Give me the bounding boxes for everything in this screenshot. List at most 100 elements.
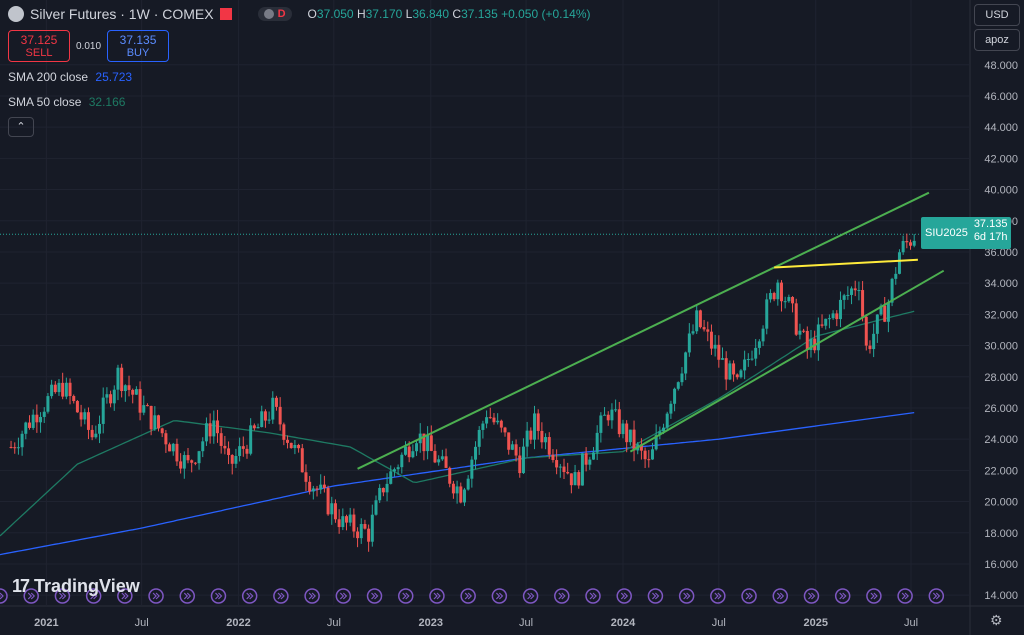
price-tick-label: 32.000 (984, 309, 1018, 321)
candle-body (367, 528, 371, 542)
buy-button[interactable]: 37.135 BUY (107, 30, 170, 62)
candle-body (735, 374, 739, 378)
mode-letter: D (277, 8, 286, 20)
candle-body (872, 333, 876, 350)
candle-body (241, 446, 245, 449)
candle-body (805, 330, 809, 350)
candle-body (160, 428, 164, 434)
candle-body (702, 327, 706, 330)
candle-body (724, 358, 728, 380)
candle-body (551, 454, 555, 461)
symbol-title[interactable]: Silver Futures · 1W · COMEX (30, 6, 214, 22)
candle-body (186, 455, 190, 461)
flag-icon[interactable] (219, 8, 232, 20)
candle-body (168, 444, 172, 452)
candle-body (842, 295, 846, 300)
high-label: H (356, 7, 366, 21)
event-marker-arrow (371, 592, 379, 600)
sma200-label: SMA 200 close (8, 70, 89, 84)
open-label: O (307, 7, 317, 21)
currency-selector[interactable]: USD (974, 4, 1020, 26)
candle-body (533, 413, 537, 440)
candle-body (809, 338, 813, 350)
candle-body (470, 459, 474, 479)
candle-body (182, 455, 186, 469)
candle-body (684, 352, 688, 374)
event-marker-icon (834, 588, 851, 604)
event-marker-arrow (277, 592, 285, 600)
sma50-legend[interactable]: SMA 50 close 32.166 (8, 95, 125, 109)
candle-body (606, 414, 610, 421)
close-label: C (452, 7, 462, 21)
sell-button[interactable]: 37.125 SELL (8, 30, 70, 62)
candle-body (429, 435, 433, 451)
event-marker-arrow (932, 592, 941, 600)
candle-body (175, 443, 179, 462)
candle-body (492, 417, 496, 423)
event-marker-icon (179, 588, 196, 604)
candle-body (562, 466, 566, 473)
market-closed-dot-icon (263, 9, 274, 19)
event-marker-icon (273, 588, 289, 604)
candle-body (411, 451, 415, 458)
sma50-value: 32.166 (88, 95, 126, 109)
candle-body (791, 297, 795, 304)
candle-body (345, 516, 349, 523)
event-marker-icon (585, 588, 601, 604)
price-tick-label: 28.000 (984, 372, 1018, 384)
candle-body (455, 486, 459, 494)
resistance-line (774, 258, 918, 269)
candle-body (304, 472, 308, 482)
candle-body (131, 389, 135, 395)
candle-body (190, 460, 194, 463)
time-tick-label: 2023 (419, 617, 443, 629)
collapse-legend-button[interactable]: ⌃ (8, 117, 34, 137)
event-marker-arrow (246, 592, 254, 600)
candle-body (267, 419, 271, 421)
event-marker-arrow (90, 592, 98, 600)
event-marker-icon (0, 588, 8, 604)
candle-body (595, 432, 599, 453)
scale-mode-selector[interactable]: apoz (974, 29, 1020, 51)
market-status-pill[interactable]: D (257, 7, 292, 21)
event-marker-arrow (402, 592, 410, 600)
candle-body (890, 278, 894, 303)
event-marker-icon (866, 588, 882, 604)
candle-body (676, 382, 680, 389)
candle-body (286, 439, 290, 443)
sma50-label: SMA 50 close (8, 95, 82, 109)
candle-body (728, 363, 732, 380)
candle-body (13, 447, 17, 449)
gear-icon[interactable]: ⚙ (990, 612, 1003, 628)
candle-body (271, 397, 275, 420)
candle-body (105, 394, 109, 398)
candle-body (98, 423, 102, 434)
candle-body (488, 417, 492, 419)
candle-body (669, 403, 673, 414)
candle-body (525, 430, 529, 447)
candle-body (529, 430, 533, 440)
candle-body (297, 444, 301, 449)
candle-body (35, 414, 39, 423)
candle-body (632, 429, 636, 451)
candle-body (850, 288, 854, 295)
candle-body (558, 466, 562, 468)
event-marker-icon (210, 588, 227, 604)
event-marker-arrow (901, 592, 909, 600)
sma200-legend[interactable]: SMA 200 close 25.723 (8, 70, 132, 84)
event-marker-icon (741, 588, 757, 604)
tradingview-logo[interactable]: 17 TradingView (12, 576, 140, 597)
candle-body (824, 318, 828, 326)
candle-body (149, 405, 153, 430)
candle-body (260, 411, 264, 428)
candle-body (599, 415, 603, 433)
candle-body (610, 409, 614, 421)
candle-body (234, 455, 238, 464)
sell-label: SELL (25, 47, 53, 59)
candle-body (274, 397, 278, 407)
upper-channel-line (357, 191, 930, 470)
bar-countdown: 6d 17h (973, 231, 1008, 243)
candle-body (319, 484, 323, 490)
event-marker-arrow (121, 592, 129, 600)
